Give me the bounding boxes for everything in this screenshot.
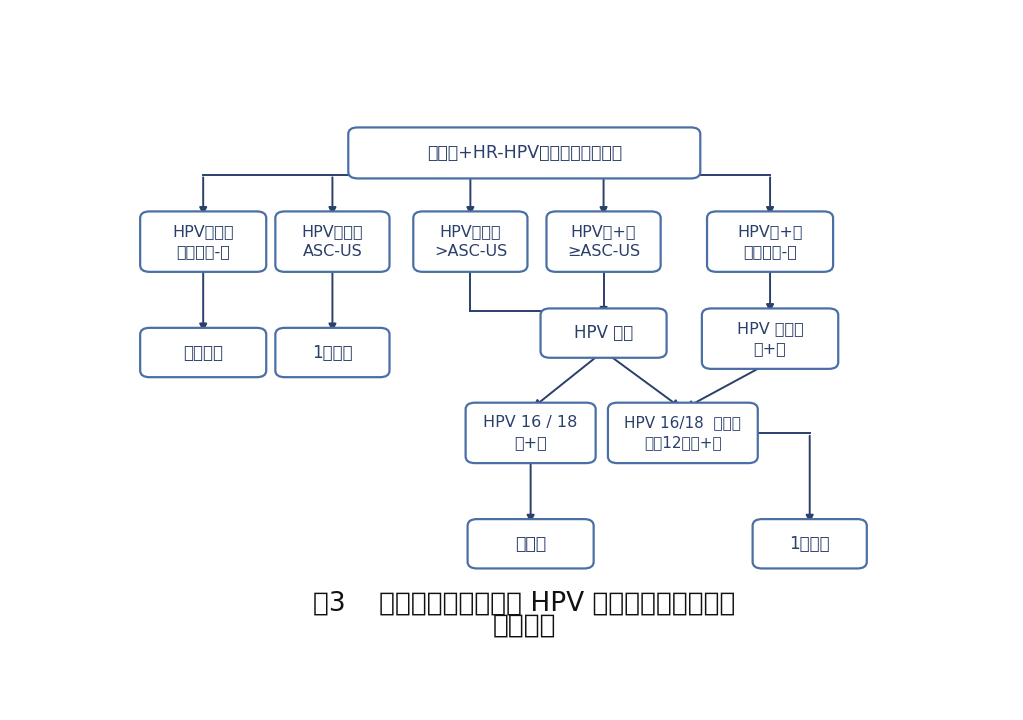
Text: 1年复查: 1年复查 — [790, 535, 830, 553]
FancyBboxPatch shape — [140, 212, 266, 272]
Text: 1年复查: 1年复查 — [312, 343, 353, 361]
Text: HPV（－）
ASC-US: HPV（－） ASC-US — [302, 224, 363, 259]
FancyBboxPatch shape — [702, 308, 838, 369]
Text: HPV（+）
细胞学（-）: HPV（+） 细胞学（-） — [738, 224, 803, 259]
FancyBboxPatch shape — [468, 519, 593, 569]
FancyBboxPatch shape — [413, 212, 528, 272]
Text: HPV（－）
细胞学（-）: HPV（－） 细胞学（-） — [173, 224, 234, 259]
Text: HPV 分型: HPV 分型 — [574, 324, 633, 342]
Text: HPV（+）
≥ASC-US: HPV（+） ≥ASC-US — [567, 224, 640, 259]
FancyBboxPatch shape — [608, 402, 758, 463]
FancyBboxPatch shape — [465, 402, 595, 463]
FancyBboxPatch shape — [753, 519, 866, 569]
FancyBboxPatch shape — [546, 212, 661, 272]
FancyBboxPatch shape — [275, 328, 390, 377]
FancyBboxPatch shape — [540, 308, 667, 358]
Text: HPV（－）
>ASC-US: HPV（－） >ASC-US — [434, 224, 507, 259]
Text: 阴道镜: 阴道镜 — [515, 535, 546, 553]
Text: HPV 未分型
（+）: HPV 未分型 （+） — [737, 321, 803, 356]
Text: HPV 16/18  （－）
其他12型（+）: HPV 16/18 （－） 其他12型（+） — [624, 415, 742, 451]
Text: 细胞学+HR-HPV联合检测结果异常: 细胞学+HR-HPV联合检测结果异常 — [427, 144, 622, 162]
FancyBboxPatch shape — [275, 212, 390, 272]
Text: 常规筛查: 常规筛查 — [183, 343, 223, 361]
FancyBboxPatch shape — [707, 212, 833, 272]
FancyBboxPatch shape — [348, 127, 701, 179]
Text: 图3    宫颈细胞学＋高危型 HPV 联合检测结果异常的: 图3 宫颈细胞学＋高危型 HPV 联合检测结果异常的 — [313, 590, 736, 616]
Text: 处理流程: 处理流程 — [492, 613, 557, 639]
FancyBboxPatch shape — [140, 328, 266, 377]
Text: HPV 16 / 18
（+）: HPV 16 / 18 （+） — [484, 415, 578, 451]
